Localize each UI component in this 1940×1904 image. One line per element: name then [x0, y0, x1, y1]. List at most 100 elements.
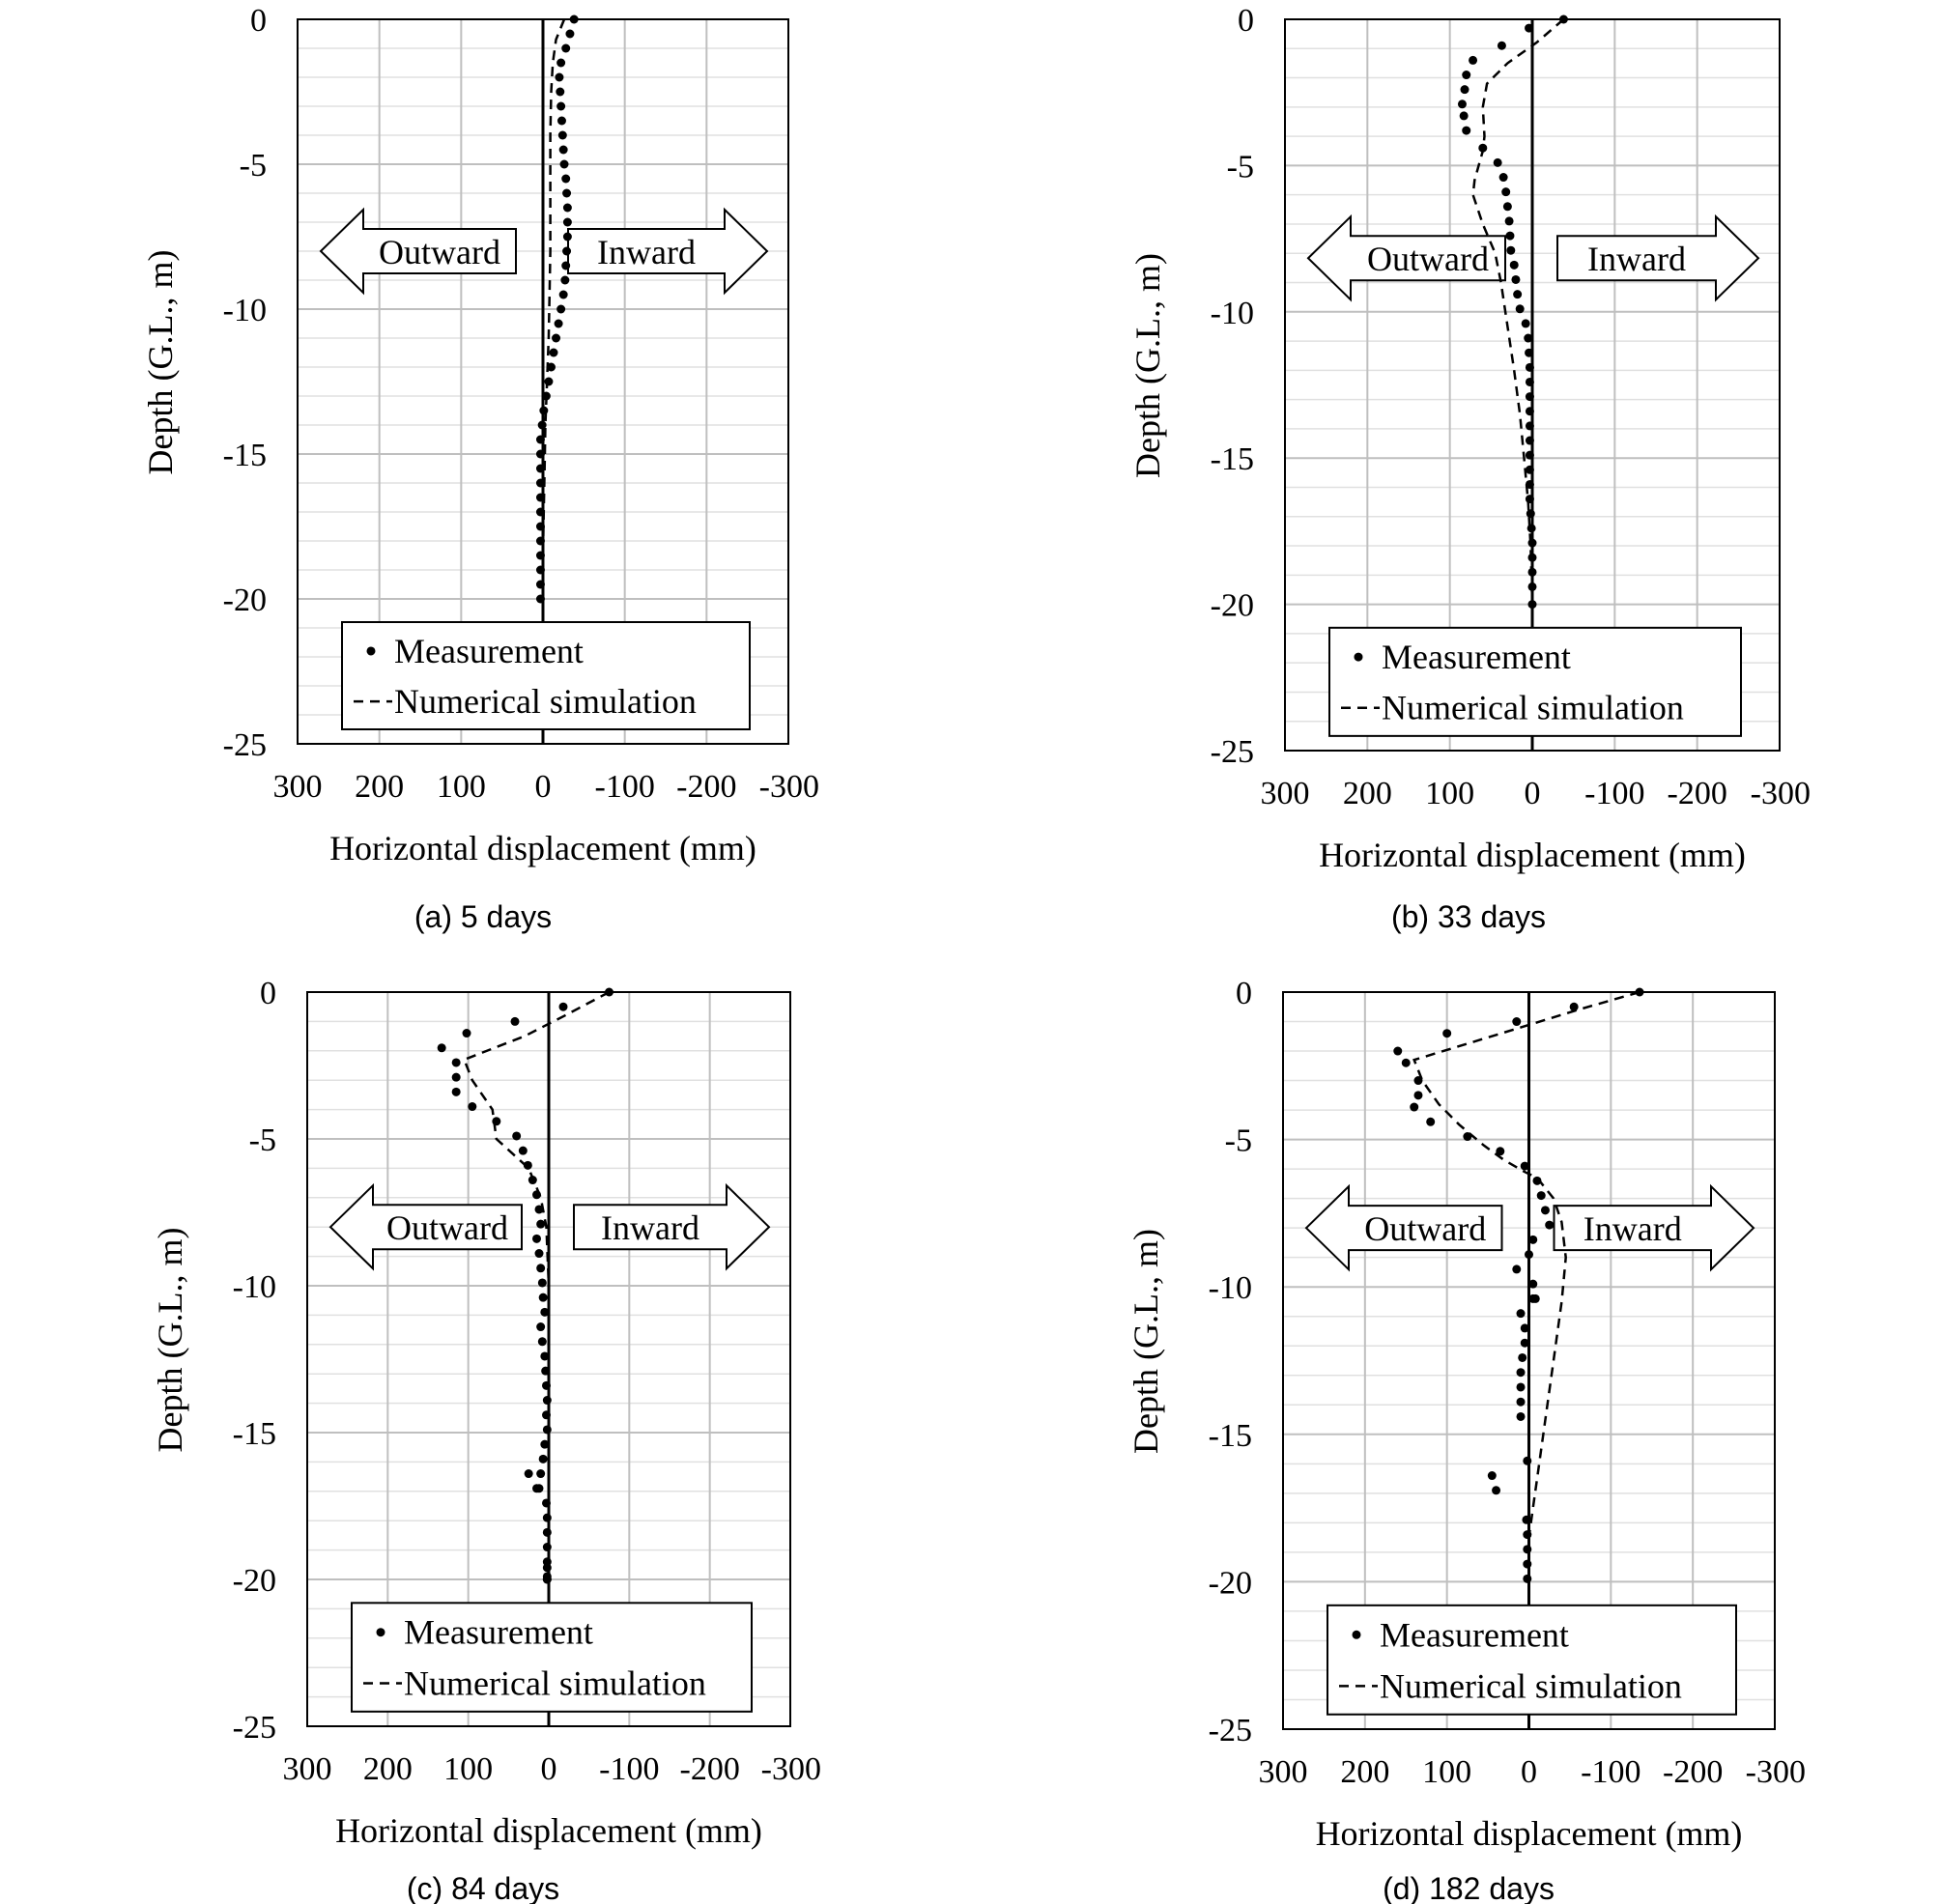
y-tick-label: 0 [250, 3, 267, 39]
x-tick-label: 0 [1521, 1754, 1537, 1790]
measurement-point [1457, 99, 1467, 109]
measurement-point [540, 1307, 550, 1317]
measurement-point [558, 290, 568, 299]
measurement-point [1487, 1471, 1497, 1481]
y-axis-title: Depth (G.L., m) [1127, 1229, 1165, 1454]
outward-arrow-icon [319, 207, 517, 296]
measurement-point [1512, 1017, 1522, 1027]
outward-arrow-icon [1306, 213, 1506, 302]
y-tick-label: -15 [223, 438, 267, 473]
y-tick-label: -10 [223, 293, 267, 328]
measurement-point [1521, 319, 1530, 328]
measurement-point [569, 14, 579, 24]
measurement-point [523, 1160, 532, 1170]
measurement-point [561, 174, 571, 184]
measurement-point [532, 1484, 541, 1493]
y-tick-label: -5 [249, 1123, 276, 1158]
measurement-point [556, 101, 566, 111]
outward-label: Outward [379, 233, 500, 271]
measurement-point [1569, 1002, 1579, 1011]
legend-box [1328, 626, 1742, 737]
measurement-point [537, 1278, 547, 1288]
measurement-point [462, 1029, 471, 1038]
measurement-point [1511, 274, 1521, 284]
measurement-point [562, 217, 572, 227]
legend-measurement-label: Measurement [1382, 638, 1571, 676]
y-tick-label: -5 [240, 148, 267, 184]
measurement-point [536, 1219, 546, 1229]
measurement-point [1504, 216, 1514, 226]
outward-label: Outward [1367, 240, 1489, 278]
simulation-line [1471, 18, 1565, 605]
measurement-point [1426, 1117, 1436, 1126]
legend-box [1327, 1604, 1737, 1716]
legend: Measurement Numerical simulation [351, 1602, 753, 1713]
measurement-point [1518, 1352, 1527, 1362]
measurement-point [1520, 1323, 1529, 1333]
y-tick-label: -5 [1225, 1123, 1252, 1159]
measurement-point [557, 130, 567, 140]
measurement-point [1515, 304, 1525, 314]
y-tick-label: -15 [1209, 1418, 1252, 1454]
measurement-point [451, 1087, 461, 1096]
panel-caption: (c) 84 days [407, 1871, 559, 1904]
panel-caption: (a) 5 days [414, 899, 552, 934]
measurement-point [562, 188, 572, 198]
y-tick-label: -15 [233, 1416, 276, 1452]
simulation-line [541, 18, 566, 599]
y-tick-label: -20 [1209, 1565, 1252, 1601]
measurement-point [1460, 85, 1469, 95]
measurement-point [1516, 1411, 1526, 1421]
y-tick-label: -25 [1211, 734, 1254, 770]
x-tick-label: 300 [1259, 1754, 1308, 1790]
measurement-point [1525, 377, 1534, 386]
y-tick-label: -25 [1209, 1713, 1252, 1748]
measurement-point [1527, 553, 1537, 562]
measurement-point [1523, 1559, 1532, 1569]
measurement-point [1516, 1309, 1526, 1319]
measurement-point [542, 1575, 552, 1584]
measurement-point [562, 246, 572, 256]
measurement-point [1513, 290, 1523, 299]
measurement-point [558, 1002, 568, 1011]
measurement-point [536, 1469, 546, 1479]
measurement-point [437, 1043, 446, 1053]
inward-label: Inward [1587, 240, 1686, 278]
inward-label: Inward [1583, 1209, 1682, 1248]
x-tick-label: -100 [1581, 1754, 1640, 1790]
legend-measurement-marker [376, 1628, 385, 1637]
measurement-point [1536, 1191, 1546, 1201]
measurement-point [1525, 465, 1534, 474]
legend-measurement-label: Measurement [394, 632, 584, 670]
measurement-point [535, 551, 545, 560]
measurement-point [532, 1234, 541, 1243]
measurement-point [1520, 1161, 1529, 1171]
measurement-point [554, 319, 563, 328]
measurement-point [1401, 1058, 1411, 1067]
x-axis-title: Horizontal displacement (mm) [335, 1811, 762, 1850]
measurement-point [535, 493, 545, 502]
measurement-point [1462, 126, 1471, 135]
measurement-point [555, 72, 564, 82]
x-tick-label: 300 [273, 769, 323, 805]
measurement-point [1506, 245, 1516, 255]
measurement-point [1492, 1486, 1501, 1495]
outward-arrow-icon [1304, 1183, 1503, 1272]
measurement-point [565, 29, 575, 39]
measurement-point [1497, 41, 1506, 50]
x-tick-label: -300 [761, 1751, 821, 1787]
measurement-point [1442, 1029, 1452, 1038]
measurement-point [518, 1146, 528, 1155]
measurement-point [534, 1205, 544, 1214]
measurement-point [1410, 1102, 1419, 1112]
x-tick-label: 0 [535, 769, 552, 805]
x-tick-label: 100 [1425, 776, 1474, 811]
measurement-point [1525, 495, 1534, 504]
inward-arrow-icon [1556, 213, 1760, 302]
y-tick-label: -10 [1211, 296, 1254, 331]
y-tick-label: -20 [1211, 588, 1254, 624]
inward-label: Inward [597, 233, 696, 271]
measurement-point [1501, 187, 1511, 197]
